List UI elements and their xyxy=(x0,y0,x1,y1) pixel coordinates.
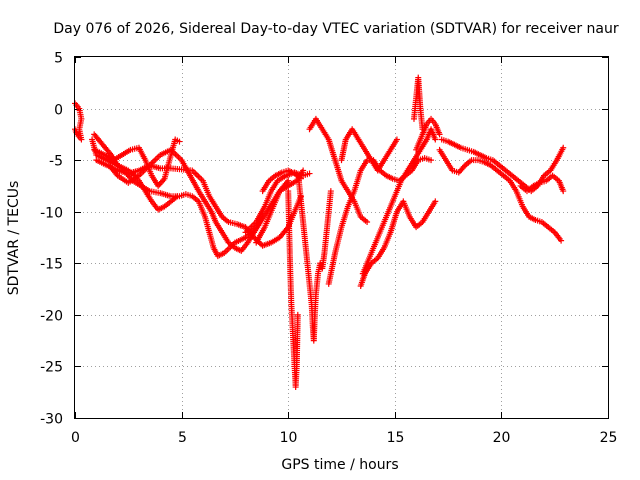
series-track-10 xyxy=(295,177,334,344)
data-point xyxy=(297,175,304,182)
data-point xyxy=(364,219,371,226)
data-point xyxy=(306,170,313,177)
data-point xyxy=(436,131,443,138)
series-track-08 xyxy=(253,167,307,246)
series-track-14 xyxy=(359,126,439,277)
data-point xyxy=(432,198,439,205)
plot-area xyxy=(72,74,567,391)
series-track-21 xyxy=(259,167,304,195)
y-tick-label: -20 xyxy=(40,309,63,325)
series-track-09 xyxy=(285,188,301,391)
series-track-16 xyxy=(410,74,426,133)
data-point xyxy=(294,311,301,318)
data-point xyxy=(300,167,307,174)
y-axis-label: SDTVAR / TECUs xyxy=(6,181,22,296)
data-point xyxy=(560,144,567,151)
series-track-06 xyxy=(106,146,292,254)
x-tick-label: 25 xyxy=(600,430,618,446)
series-track-18 xyxy=(436,146,565,244)
y-tick-label: -15 xyxy=(40,257,63,273)
data-markers xyxy=(72,74,567,391)
series-track-15 xyxy=(357,198,439,289)
axis-ticks: 0 5 10 15 20 25 5 0 -5 -10 -15 -20 -25 -30 xyxy=(40,51,617,447)
x-axis-label: GPS time / hours xyxy=(281,457,398,473)
data-point xyxy=(393,136,400,143)
chart-title: Day 076 of 2026, Sidereal Day-to-day VTE… xyxy=(53,21,619,37)
data-point xyxy=(327,188,334,195)
y-tick-label: 5 xyxy=(54,51,63,67)
y-tick-label: -10 xyxy=(40,206,63,222)
y-tick-label: 0 xyxy=(54,103,63,119)
data-point xyxy=(285,177,292,184)
plot-frame xyxy=(74,56,609,419)
series-track-01 xyxy=(72,100,85,143)
x-tick-label: 5 xyxy=(178,430,187,446)
y-tick-label: -25 xyxy=(40,360,63,376)
data-point xyxy=(432,136,439,143)
series-track-03 xyxy=(91,131,266,260)
series-track-11 xyxy=(306,115,371,226)
data-point xyxy=(558,237,565,244)
data-point xyxy=(428,157,435,164)
x-tick-label: 0 xyxy=(71,430,80,446)
x-tick-label: 20 xyxy=(493,430,511,446)
y-tick-label: -30 xyxy=(40,412,63,428)
data-point xyxy=(176,138,183,145)
x-tick-label: 15 xyxy=(387,430,405,446)
series-track-20 xyxy=(517,172,567,195)
y-tick-label: -5 xyxy=(49,154,63,170)
series-track-17 xyxy=(413,115,443,153)
series-track-19 xyxy=(438,136,567,195)
series-track-13 xyxy=(338,126,400,174)
grid xyxy=(75,57,608,418)
x-tick-label: 10 xyxy=(280,430,298,446)
data-point xyxy=(560,188,567,195)
